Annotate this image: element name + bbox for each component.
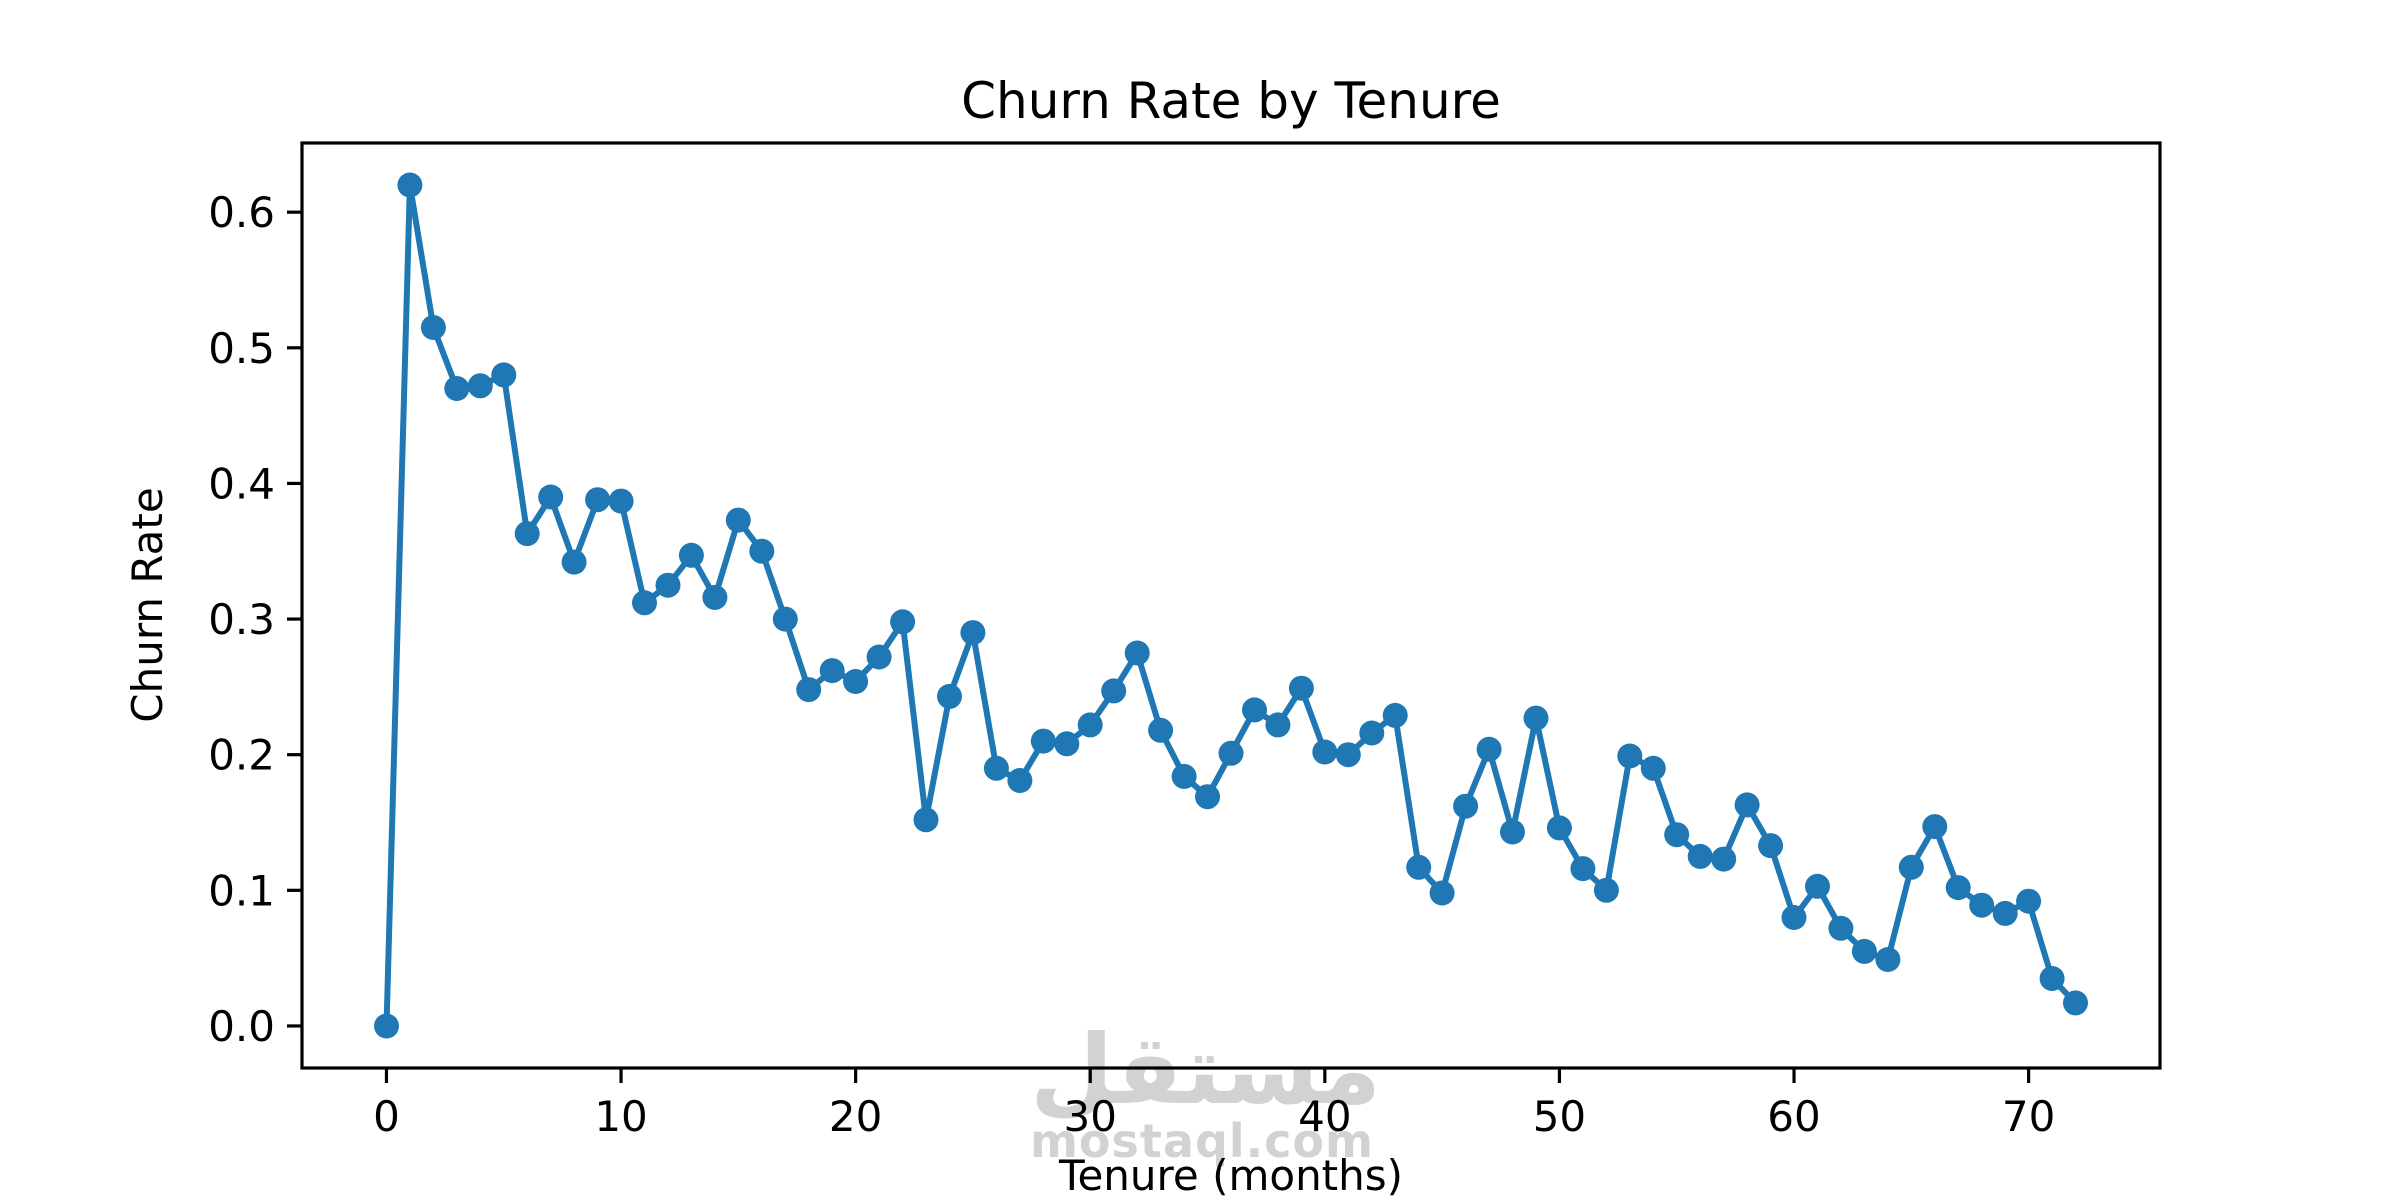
data-point-marker <box>1969 892 1995 918</box>
y-tick-label: 0.4 <box>208 459 275 508</box>
data-point-marker <box>1007 768 1033 793</box>
data-point-marker <box>1195 784 1220 810</box>
x-axis-ticks: 0 10 20 30 40 50 60 70 <box>373 1068 2055 1141</box>
data-point-marker <box>1453 793 1479 819</box>
data-point-marker <box>983 755 1009 781</box>
y-tick-label: 0.3 <box>208 595 275 644</box>
data-point-marker <box>420 315 446 340</box>
data-point-marker <box>890 609 916 635</box>
data-point-marker <box>1758 833 1784 859</box>
data-point-marker <box>1124 640 1150 666</box>
data-point-marker <box>1523 705 1549 731</box>
data-point-marker <box>866 644 892 670</box>
x-tick-label: 50 <box>1533 1092 1586 1141</box>
x-axis-label: Tenure (months) <box>1058 1151 1403 1200</box>
data-point-marker <box>1382 702 1408 728</box>
data-point-marker <box>702 584 728 610</box>
data-point-marker <box>1359 720 1385 746</box>
x-tick-label: 60 <box>1767 1092 1820 1141</box>
data-point-marker <box>1945 875 1971 901</box>
x-tick-label: 30 <box>1064 1092 1117 1141</box>
data-point-marker <box>843 669 869 694</box>
data-point-marker <box>514 521 540 547</box>
data-point-marker <box>2039 966 2065 991</box>
data-point-marker <box>1288 675 1314 701</box>
data-point-marker <box>1546 815 1572 841</box>
data-point-marker <box>1171 763 1197 789</box>
data-point-marker <box>937 683 962 709</box>
data-point-marker <box>819 658 845 684</box>
data-point-marker <box>538 484 564 510</box>
x-tick-label: 10 <box>594 1092 647 1141</box>
data-point-marker <box>374 1013 399 1039</box>
data-point-marker <box>1077 712 1103 738</box>
data-point-marker <box>960 620 986 646</box>
data-point-marker <box>772 606 798 632</box>
data-point-marker <box>1992 900 2018 926</box>
y-tick-label: 0.6 <box>208 188 275 237</box>
plot-area-border <box>300 141 2162 1070</box>
data-point-marker <box>678 542 704 568</box>
data-point-marker <box>608 488 634 514</box>
x-tick-label: 20 <box>829 1092 882 1141</box>
data-point-marker <box>1312 739 1338 765</box>
data-point-marker <box>561 549 587 575</box>
data-point-marker <box>1640 755 1666 781</box>
data-point-marker <box>725 507 751 533</box>
data-point-marker <box>749 538 775 564</box>
data-point-marker <box>1570 856 1596 882</box>
data-point-marker <box>2016 888 2042 914</box>
data-point-marker <box>1265 712 1291 738</box>
data-point-marker <box>1429 880 1455 906</box>
y-axis-label: Churn Rate <box>123 487 172 722</box>
data-point-marker <box>1711 846 1737 872</box>
data-point-marker <box>1664 822 1690 848</box>
data-point-marker <box>1805 873 1830 899</box>
data-point-marker <box>1593 877 1619 903</box>
data-point-marker <box>1406 854 1432 880</box>
data-point-marker <box>1617 743 1643 769</box>
x-tick-label: 70 <box>2002 1092 2055 1141</box>
data-point-marker <box>1922 814 1948 840</box>
y-tick-label: 0.5 <box>208 324 275 373</box>
data-point-marker <box>913 807 939 833</box>
data-point-marker <box>655 572 681 598</box>
data-point-marker <box>1687 843 1713 869</box>
x-tick-label: 0 <box>373 1092 400 1141</box>
chart-title: Churn Rate by Tenure <box>961 72 1501 130</box>
data-point-marker <box>632 590 657 616</box>
data-point-marker <box>1148 717 1174 743</box>
data-point-marker <box>1875 947 1901 972</box>
x-tick-label: 40 <box>1298 1092 1351 1141</box>
data-point-marker <box>1828 915 1854 941</box>
y-tick-label: 0.2 <box>208 731 275 780</box>
y-axis-ticks: 0.0 0.1 0.2 0.3 0.4 0.5 0.6 <box>208 188 302 1051</box>
data-point-marker <box>2063 990 2088 1016</box>
data-point-marker <box>491 362 517 388</box>
data-point-marker <box>1335 742 1361 768</box>
data-point-marker <box>1476 736 1502 762</box>
data-point-marker <box>1101 678 1127 704</box>
data-series <box>374 172 2088 1039</box>
data-point-marker <box>1500 819 1525 845</box>
data-point-marker <box>585 487 611 513</box>
data-point-marker <box>1734 792 1760 818</box>
y-tick-label: 0.1 <box>208 866 275 915</box>
y-tick-label: 0.0 <box>208 1002 275 1051</box>
data-point-marker <box>1851 938 1877 964</box>
data-point-marker <box>1898 854 1924 880</box>
data-point-marker <box>1242 697 1267 723</box>
data-point-marker <box>1218 740 1244 766</box>
data-point-marker <box>1781 905 1807 930</box>
data-point-marker <box>444 376 470 401</box>
data-point-marker <box>1030 728 1056 754</box>
data-point-marker <box>397 172 423 198</box>
data-point-marker <box>796 677 822 703</box>
data-point-marker <box>1054 731 1080 757</box>
data-point-marker <box>467 373 493 399</box>
